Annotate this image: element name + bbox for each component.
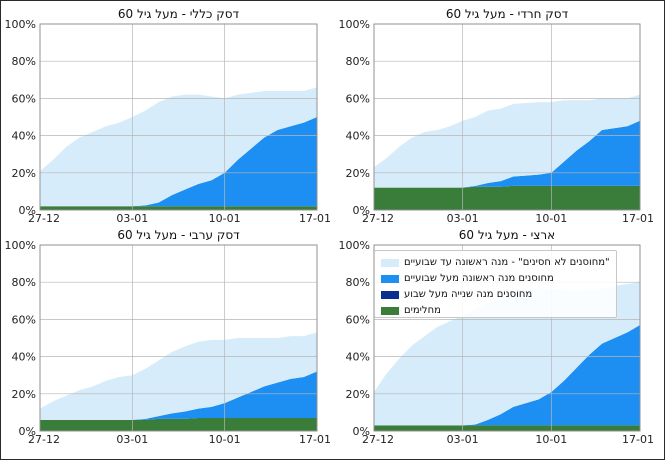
x-tick-label: 10-01 — [535, 433, 567, 446]
x-tick-label: 17-01 — [299, 212, 331, 225]
area-series — [374, 324, 640, 426]
legend-item: "מחוסנים לא חסינים" - מנה ראשונה עד שבוע… — [381, 255, 610, 270]
y-tick-label: 20% — [12, 388, 36, 401]
y-tick-label: 100% — [5, 18, 36, 31]
area-series — [374, 94, 640, 188]
y-tick-label: 100% — [339, 239, 370, 252]
y-tick-label: 80% — [12, 276, 36, 289]
area-series — [374, 282, 640, 426]
x-tick-label: 27-12 — [362, 433, 394, 446]
legend-label: "מחוסנים לא חסינים" - מנה ראשונה עד שבוע… — [404, 257, 610, 268]
y-tick-label: 100% — [339, 18, 370, 31]
x-tick-label: 27-12 — [28, 433, 60, 446]
chart-legend: "מחוסנים לא חסינים" - מנה ראשונה עד שבוע… — [374, 250, 617, 318]
legend-swatch — [381, 306, 399, 315]
chart-title: דסק כללי - מעל גיל 60 — [118, 7, 240, 21]
legend-swatch — [381, 258, 399, 267]
chart-title: ארצי - מעל גיל 60 — [459, 228, 555, 242]
y-tick-label: 60% — [12, 92, 36, 105]
area-series — [40, 417, 317, 431]
area-series — [374, 425, 640, 431]
plot-border — [373, 23, 641, 211]
legend-label: מחוסנים מנה ראשונה מעל שבועיים — [404, 273, 554, 284]
x-tick-label: 27-12 — [362, 212, 394, 225]
plot-border — [373, 244, 641, 432]
area-series — [40, 87, 317, 207]
y-tick-label: 60% — [346, 92, 370, 105]
area-series — [374, 120, 640, 188]
y-tick-label: 40% — [346, 130, 370, 143]
area-series — [40, 371, 317, 420]
legend-swatch — [381, 290, 399, 299]
area-series — [40, 332, 317, 420]
legend-item: מחוסנים מנה ראשונה מעל שבועיים — [381, 271, 610, 286]
x-tick-label: 03-01 — [116, 433, 148, 446]
chart-panel: 0% 20% 40% 60% 80% 100% 27-12 03-01 10-01 17-01 דס… — [5, 7, 331, 225]
plot-border — [39, 23, 318, 211]
chart-panel: 0% 20% 40% 60% 80% 100% 27-12 03-01 10-01 17-01 דס… — [5, 228, 331, 446]
x-tick-label: 03-01 — [116, 212, 148, 225]
chart-title: דסק ערבי - מעל גיל 60 — [117, 228, 240, 242]
x-tick-label: 03-01 — [447, 433, 479, 446]
y-tick-label: 80% — [12, 55, 36, 68]
plot-border — [39, 244, 318, 432]
area-series — [374, 185, 640, 210]
y-tick-label: 100% — [5, 239, 36, 252]
legend-label: מחלימים — [404, 305, 441, 316]
area-series — [40, 206, 317, 210]
x-tick-label: 17-01 — [622, 212, 654, 225]
y-tick-label: 40% — [12, 130, 36, 143]
legend-item: מחוסנים מנה שנייה מעל שבוע — [381, 287, 610, 302]
x-tick-label: 10-01 — [209, 433, 241, 446]
legend-label: מחוסנים מנה שנייה מעל שבוע — [404, 289, 533, 300]
chart-title: דסק חרדי - מעל גיל 60 — [446, 7, 569, 21]
y-tick-label: 40% — [346, 351, 370, 364]
y-tick-label: 0% — [19, 204, 36, 217]
x-tick-label: 10-01 — [209, 212, 241, 225]
y-tick-label: 40% — [12, 351, 36, 364]
y-tick-label: 0% — [19, 425, 36, 438]
y-tick-label: 60% — [12, 313, 36, 326]
y-tick-label: 80% — [346, 276, 370, 289]
y-tick-label: 80% — [346, 55, 370, 68]
x-tick-label: 10-01 — [535, 212, 567, 225]
x-tick-label: 17-01 — [299, 433, 331, 446]
y-tick-label: 60% — [346, 313, 370, 326]
y-tick-label: 20% — [346, 388, 370, 401]
y-tick-label: 20% — [12, 167, 36, 180]
y-tick-label: 0% — [353, 425, 370, 438]
chart-panel: 0% 20% 40% 60% 80% 100% 27-12 03-01 10-01 17-01 דס… — [339, 7, 654, 225]
y-tick-label: 0% — [353, 204, 370, 217]
y-tick-label: 20% — [346, 167, 370, 180]
x-tick-label: 17-01 — [622, 433, 654, 446]
legend-swatch — [381, 274, 399, 283]
x-tick-label: 03-01 — [447, 212, 479, 225]
x-tick-label: 27-12 — [28, 212, 60, 225]
legend-item: מחלימים — [381, 303, 610, 318]
area-series — [40, 117, 317, 207]
